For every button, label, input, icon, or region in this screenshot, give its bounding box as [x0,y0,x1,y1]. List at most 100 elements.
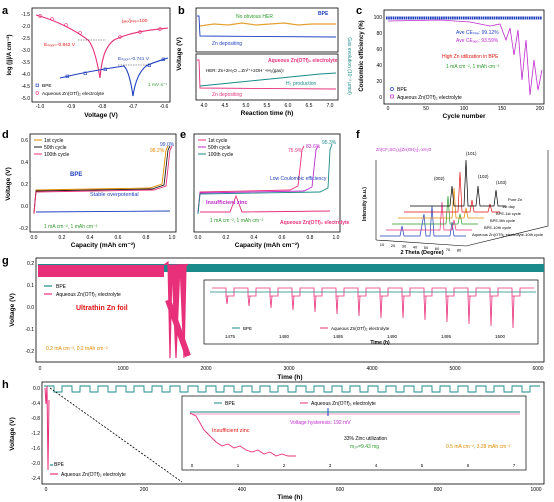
x-tick: 600 [336,487,345,493]
inset-frame [203,279,539,345]
y-tick: -0.8 [31,416,40,422]
x-tick: 1480 [279,334,290,339]
y-axis-label: Voltage (V) [9,417,16,450]
y-tick: 20 [376,79,382,85]
legend-label: 50th cycle [208,145,231,151]
x-tick: 10 [380,242,385,247]
zn-utilization-annotation: High Zn utilization in BPE [442,54,499,60]
x-tick: -0.6 [160,104,169,110]
y-tick-labels: 0.2 0.1 0.0 -0.1 -0.2 [25,261,34,355]
y-axis-label: Voltage (V) [9,293,16,326]
legend: BPE Aqueous Zn(OTf)₂ electrolyte [44,284,121,298]
legend-label: 1st cycle [208,138,228,144]
x-tick: 1000 [530,487,541,493]
series-label: BPE [318,11,329,17]
x-tick: 70 [446,247,451,252]
cycle-100-curve [33,145,173,215]
ce-label-1: 98.2% [150,148,165,154]
legend-label: Aqueous Zn(OTf)₂ electrolyte [331,326,390,331]
ce-label-2: 99.0% [160,142,175,148]
inset-x-axis-label: Time (h) [370,340,390,346]
legend-label: 1st cycle [44,138,64,144]
x-tick: 0.4 [87,235,94,241]
x-tick: 1 [237,463,240,468]
x-tick: 800 [434,487,443,493]
plating-curve [200,194,331,213]
x-tick: 0 [45,487,48,493]
x-tick: 1495 [441,334,452,339]
x-tick: 0.0 [31,235,38,241]
x-tick: 7 [513,463,516,468]
x-tick: 150 [498,106,507,112]
aqueous-failure-spikes [163,260,189,359]
series-label: BPE-10th cycle [484,225,512,230]
x-tick: 200 [140,487,149,493]
y-tick-labels: 0.6 0.4 0.2 0.0 -0.2 [19,138,28,232]
x-tick: 50 [424,245,429,250]
x-tick: 1.0 [333,235,340,241]
y-tick: -3.5 [21,60,30,66]
ave-ce-bpe-annotation: Ave CEₙₚₑ: 99.12% [456,30,499,36]
x-tick-labels: 10 20 30 40 50 60 70 80 [380,242,462,253]
peak-label: (103) [496,180,507,185]
zn-depositing-label: Zn depositing [212,92,242,98]
axes-frame [31,7,171,103]
y-axis-label-right: Gas evolution (10⁻³ μmol) [346,37,352,95]
inset-aqueous-trace [189,412,296,457]
x-tick: 100 [460,106,469,112]
panel-f: f Intensity (a.u.) 2 Theta (Degree) 10 2… [356,129,549,256]
y-tick: 60 [376,47,382,53]
stable-overpotential-annotation: Stable overpotential [90,192,139,198]
series-label: BPE-5th cycle [490,218,516,223]
x-tick: -0.7 [129,104,138,110]
x-tick-labels: 0.0 0.2 0.4 0.6 0.8 1.0 [195,235,340,241]
xrd-pattern-bpe-10 [386,201,472,231]
y-tick: 0 [379,95,382,101]
condition-annotation: 1 mA cm⁻², 1 mAh cm⁻² [446,64,500,70]
y-tick: -2.0 [21,24,30,30]
y-tick-labels: 100 80 60 40 20 0 [374,15,383,101]
inset-x-tick-labels: 0 1 2 3 4 5 6 7 [191,463,516,468]
series-label: Aqueous Zn(OTf)₂ electrolyte-10th cycle [472,232,544,237]
legend-label: BPE [225,401,236,407]
aqueous-tafel-curve [35,14,169,79]
legend-label: BPE [56,284,67,290]
y-tick-labels: -1.5 -2.0 -2.5 -3.0 -3.5 -4.0 -4.5 -5.0 [21,12,30,102]
y-axis-label: Voltage (V) [5,167,12,200]
aqueous-gas-trace [199,72,337,87]
y-axis-label: Voltage (V) [176,37,183,70]
x-tick: 4 [375,463,378,468]
legend-label: Aqueous Zn(OTf)₂ electrolyte [61,472,126,478]
bpe-annotation: BPE [70,172,82,178]
aqueous-failure-region [165,298,191,358]
zn-depositing-label: Zn depositing [212,41,242,47]
x-tick: 4.5 [222,103,229,109]
x-tick: 0.8 [143,235,150,241]
y-tick: 0.0 [27,305,34,311]
x-tick: 0.2 [59,235,66,241]
x-tick: 3 [329,463,332,468]
ultrathin-foil-annotation: Ultrathin Zn foil [76,305,128,312]
mass-annotation: m₂ₙ=9.43 mg [350,444,379,450]
series-label: Aqueous Zn(OTf)₂ electrolyte [268,58,338,64]
legend-label: BPE [397,87,408,93]
x-tick-labels: 0 50 100 150 200 [387,106,545,112]
series-label: Pure Zn [508,197,522,202]
y-axis-label: Coulombic efficiency (%) [359,20,365,91]
legend: BPE Aqueous Zn(OTf)₂ electrolyte [390,87,462,101]
x-axis-label: Cycle number [443,113,486,120]
x-tick: 1485 [333,334,344,339]
panel-a: a log (|j|/A cm⁻²) Voltage (V) -1.0 -0.9… [2,5,171,119]
no-her-label: No obvious HER [236,14,273,20]
x-tick: 0.8 [307,235,314,241]
panel-g-inset: 1475 1480 1485 1490 1495 1500 Time (h) B… [203,279,539,346]
y-tick: -2.0 [31,461,40,467]
y-tick: 0.0 [21,204,28,210]
byproduct-formula: Zn(CF₃SO₃)₂[Zn(OH)₂]₃·xH₂O [376,147,432,152]
hysteresis-annotation: Voltage hysteresis: 192 mV [290,420,351,426]
x-axis-label: Time (h) [277,494,302,501]
y-tick-labels: 0.0 -0.4 -0.8 -1.2 -1.6 -2.0 -2.4 [31,386,40,482]
x-tick-labels: 4.0 4.5 5.0 5.5 6.0 6.5 7.0 [201,103,334,109]
bpe-tafel-curve [59,57,169,97]
